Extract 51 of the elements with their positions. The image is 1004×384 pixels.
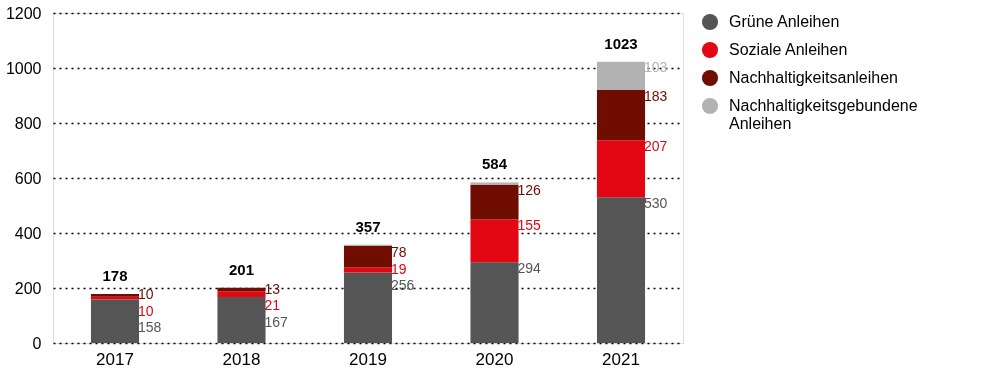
total-label: 1023 xyxy=(604,34,638,52)
bar xyxy=(343,272,393,343)
bar xyxy=(470,184,519,220)
bar xyxy=(470,219,519,263)
bar xyxy=(217,291,266,298)
total-label: 201 xyxy=(228,260,255,278)
bar xyxy=(343,267,393,273)
data-label: 103 xyxy=(644,59,668,76)
data-label: 155 xyxy=(517,217,542,234)
data-label: 21 xyxy=(264,297,281,314)
bar xyxy=(90,299,140,343)
x-tick-label: 2020 xyxy=(475,349,514,369)
x-tick-label: 2017 xyxy=(96,349,134,369)
data-label: 294 xyxy=(517,259,542,276)
y-tick-label: 400 xyxy=(14,224,42,242)
y-tick-label: 200 xyxy=(14,279,42,297)
y-tick-label: 0 xyxy=(32,334,42,352)
total-label: 357 xyxy=(355,217,381,235)
data-label: 183 xyxy=(644,87,668,104)
bar xyxy=(596,197,646,343)
x-tick-label: 2019 xyxy=(349,349,387,369)
x-tick-label: 2018 xyxy=(222,349,261,369)
y-tick-label: 800 xyxy=(14,114,42,132)
bar xyxy=(470,262,519,343)
data-label: 207 xyxy=(644,137,668,154)
bar xyxy=(596,90,646,141)
y-tick-label: 1000 xyxy=(5,59,42,77)
bar xyxy=(596,140,646,198)
y-tick-label: 1200 xyxy=(5,4,42,22)
x-tick-label: 2021 xyxy=(602,349,640,369)
bar xyxy=(217,297,266,343)
data-label: 13 xyxy=(264,280,281,297)
bar xyxy=(596,61,646,90)
bar xyxy=(343,245,393,268)
total-label: 178 xyxy=(102,267,128,285)
bar xyxy=(470,182,519,185)
legend-label: Nachhaltigkeitsgebundene Anleihen xyxy=(729,97,918,132)
data-label: 126 xyxy=(517,182,542,199)
legend-label: Soziale Anleihen xyxy=(729,41,848,58)
data-label: 10 xyxy=(137,302,154,319)
data-label: 78 xyxy=(391,243,407,260)
y-tick-label: 600 xyxy=(14,169,42,187)
total-label: 584 xyxy=(481,155,508,173)
legend-label: Nachhaltigkeitsanleihen xyxy=(729,69,898,86)
data-label: 10 xyxy=(137,286,154,303)
legend-label: Grüne Anleihen xyxy=(729,13,840,30)
data-label: 158 xyxy=(137,319,162,336)
data-label: 19 xyxy=(391,260,407,277)
data-label: 530 xyxy=(644,194,668,211)
data-label: 167 xyxy=(264,313,289,330)
data-label: 256 xyxy=(391,277,415,294)
